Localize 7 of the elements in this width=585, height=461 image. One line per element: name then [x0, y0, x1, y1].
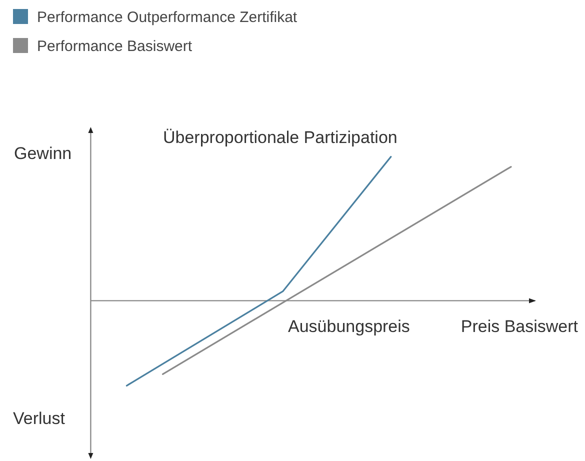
legend-label: Performance Basiswert: [37, 38, 193, 55]
legend-label: Performance Outperformance Zertifikat: [37, 8, 298, 26]
x-axis-title: Preis Basiswert: [460, 316, 578, 336]
text: Gewinn: [14, 144, 72, 163]
text: Überproportionale Partizipation: [163, 128, 398, 147]
text: Verlust: [13, 408, 66, 428]
annotation: Ausübungspreis: [288, 316, 410, 336]
